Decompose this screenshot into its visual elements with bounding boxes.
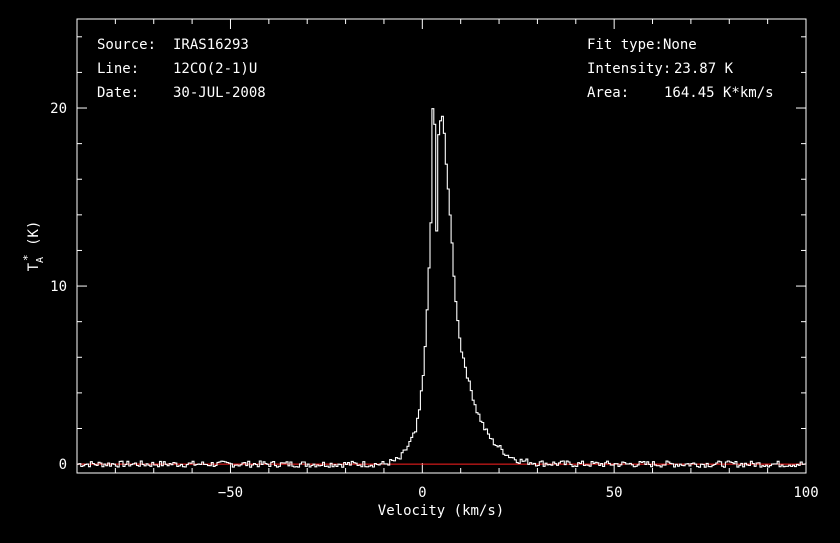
info-fit-key: Fit type:	[587, 37, 663, 53]
spectrum-series-line	[77, 108, 807, 468]
x-tick-label: 0	[418, 485, 426, 501]
y-axis-label-sup: *	[21, 254, 34, 261]
info-line-value: 12CO(2-1)U	[173, 61, 257, 77]
x-axis-label: Velocity (km/s)	[378, 503, 504, 519]
info-area-key: Area:	[587, 85, 629, 101]
info-line-key: Line:	[97, 61, 139, 77]
y-axis-label: TA* (K)	[21, 221, 46, 272]
y-tick-label: 0	[59, 457, 67, 473]
y-axis-label-unit: (K)	[26, 221, 42, 246]
y-tick-label: 10	[50, 279, 67, 295]
plot-frame	[76, 18, 807, 474]
info-fit-value: None	[663, 37, 697, 53]
y-tick-labels: 0 10 20	[50, 101, 67, 473]
y-tick-label: 20	[50, 101, 67, 117]
info-right: Fit type: None Intensity: 23.87 K Area: …	[587, 37, 774, 101]
x-tick-label: 50	[606, 485, 623, 501]
y-axis-label-sub: A	[35, 257, 46, 263]
x-tick-labels: −50 0 50 100	[218, 485, 819, 501]
info-date-value: 30-JUL-2008	[173, 85, 266, 101]
series-layer	[77, 108, 807, 468]
info-left: Source: IRAS16293 Line: 12CO(2-1)U Date:…	[97, 37, 266, 101]
x-tick-label: −50	[218, 485, 243, 501]
x-tick-label: 100	[793, 485, 818, 501]
y-axis-label-main: T	[26, 262, 42, 271]
info-intensity-value: 23.87 K	[674, 61, 734, 77]
axis-ticks	[77, 19, 807, 473]
info-area-value: 164.45 K*km/s	[664, 85, 774, 101]
info-source-key: Source:	[97, 37, 156, 53]
info-intensity-key: Intensity:	[587, 61, 671, 77]
info-source-value: IRAS16293	[173, 37, 249, 53]
info-date-key: Date:	[97, 85, 139, 101]
